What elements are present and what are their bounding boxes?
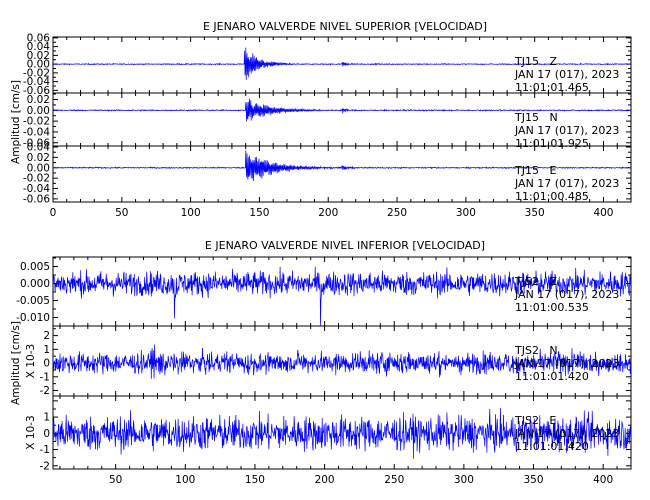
- x-tick-label: 300: [454, 474, 474, 486]
- x-tick-label: 200: [315, 474, 335, 486]
- y-tick-label: -1: [40, 444, 50, 456]
- y-tick-label: 0.02: [27, 50, 50, 62]
- y-tick-label: 0.04: [27, 142, 51, 154]
- channel-label: TJ15 Z: [514, 55, 557, 68]
- time-label: 11:01:01.420: [515, 440, 589, 453]
- y-tick-label: 0.005: [20, 261, 50, 273]
- waveform-trace: [52, 344, 631, 379]
- time-label: 11:01:00.485: [515, 190, 589, 203]
- y-tick-label: 0.00: [27, 162, 50, 174]
- y-tick-label: -0.02: [23, 173, 50, 185]
- x-tick-label: 50: [115, 207, 128, 219]
- y-exponent-label: X 10-3: [25, 415, 37, 449]
- y-tick-label: -0.04: [23, 76, 50, 88]
- y-tick-label: -0.06: [23, 137, 50, 149]
- x-tick-label: 100: [175, 474, 195, 486]
- x-tick-label: 200: [318, 207, 338, 219]
- x-tick-label: 0: [50, 207, 57, 219]
- x-tick-label: 400: [593, 474, 613, 486]
- channel-label: TJS2 E: [514, 414, 556, 427]
- x-tick-label: 250: [387, 207, 407, 219]
- y-tick-label: 0.02: [27, 152, 50, 164]
- date-label: JAN 17 (017), 2023: [514, 177, 619, 190]
- x-tick-label: 250: [384, 474, 404, 486]
- waveform-trace: [52, 408, 632, 459]
- waveform-trace: [52, 98, 632, 122]
- date-label: JAN 17 (017), 2023: [514, 68, 619, 81]
- channel-panel: 0.060.040.020.00-0.02-0.04-0.06 TJ15 ZJAN…: [23, 32, 632, 97]
- x-tick-label: 150: [245, 474, 265, 486]
- upper-chart-title: E JENARO VALVERDE NIVEL SUPERIOR [VELOCI…: [203, 20, 487, 33]
- date-label: JAN 17 (017), 2023: [514, 124, 619, 137]
- x-tick-label: 150: [249, 207, 269, 219]
- y-tick-label: -1: [40, 371, 50, 383]
- time-label: 11:01:01.925: [515, 137, 589, 150]
- date-label: JAN 17 (017), 2023: [514, 427, 619, 440]
- y-tick-label: 1: [43, 344, 50, 356]
- lower-chart-x-ticks: 50 100 150 200 250 300 350 400: [109, 474, 613, 486]
- x-tick-label: 400: [593, 207, 613, 219]
- y-tick-label: 0.00: [27, 59, 50, 71]
- y-tick-label: -0.06: [23, 85, 50, 97]
- y-tick-label: -0.02: [23, 67, 50, 79]
- upper-chart-y-axis-label: Amplitud [cm/s]: [10, 80, 22, 164]
- y-tick-label: 0.00: [27, 105, 50, 117]
- y-tick-label: -0.005: [16, 295, 50, 307]
- y-tick-label: -0.02: [23, 116, 50, 128]
- waveform-trace: [52, 266, 632, 327]
- lower-chart: E JENARO VALVERDE NIVEL INFERIOR [VELOCI…: [10, 239, 632, 486]
- y-tick-label: -2: [40, 460, 50, 472]
- y-tick-label: 0.04: [27, 41, 51, 53]
- date-label: JAN 17 (017), 2023: [514, 288, 619, 301]
- y-tick-label: -0.04: [23, 183, 50, 195]
- waveform-trace: [52, 47, 631, 81]
- channel-label: TJS2 N: [514, 344, 558, 357]
- y-tick-label: -0.010: [16, 312, 50, 324]
- y-tick-label: 0.06: [27, 32, 51, 44]
- date-label: JAN 17 (017), 2023: [514, 357, 619, 370]
- x-tick-label: 50: [109, 474, 122, 486]
- x-tick-label: 350: [525, 207, 545, 219]
- channel-label: TJS2 Z: [514, 275, 557, 288]
- channel-label: TJ15 N: [514, 111, 558, 124]
- y-tick-label: -2: [40, 385, 50, 397]
- y-tick-label: 2: [43, 330, 50, 342]
- upper-chart-x-ticks: 0 50 100 150 200 250 300 350 400: [50, 207, 614, 219]
- y-tick-label: -0.06: [23, 193, 50, 205]
- channel-label: TJ15 E: [514, 164, 556, 177]
- upper-chart: E JENARO VALVERDE NIVEL SUPERIOR [VELOCI…: [10, 20, 632, 219]
- lower-chart-y-axis-label: Amplitud [cm/s]: [10, 321, 22, 405]
- x-tick-label: 300: [456, 207, 476, 219]
- y-tick-label: -0.04: [23, 126, 50, 138]
- y-exponent-label: X 10-3: [25, 344, 37, 378]
- waveform-trace: [52, 150, 631, 182]
- x-tick-label: 100: [181, 207, 201, 219]
- y-tick-label: 1: [43, 412, 50, 424]
- x-tick-label: 350: [523, 474, 543, 486]
- lower-chart-title: E JENARO VALVERDE NIVEL INFERIOR [VELOCI…: [205, 239, 485, 252]
- y-tick-label: 0: [43, 358, 50, 370]
- time-label: 11:01:01.465: [515, 81, 589, 94]
- y-tick-label: 0: [43, 428, 50, 440]
- time-label: 11:01:01.420: [515, 370, 589, 383]
- y-tick-label: 0.000: [20, 278, 50, 290]
- y-tick-label: 0.02: [27, 94, 50, 106]
- time-label: 11:01:00.535: [515, 301, 589, 314]
